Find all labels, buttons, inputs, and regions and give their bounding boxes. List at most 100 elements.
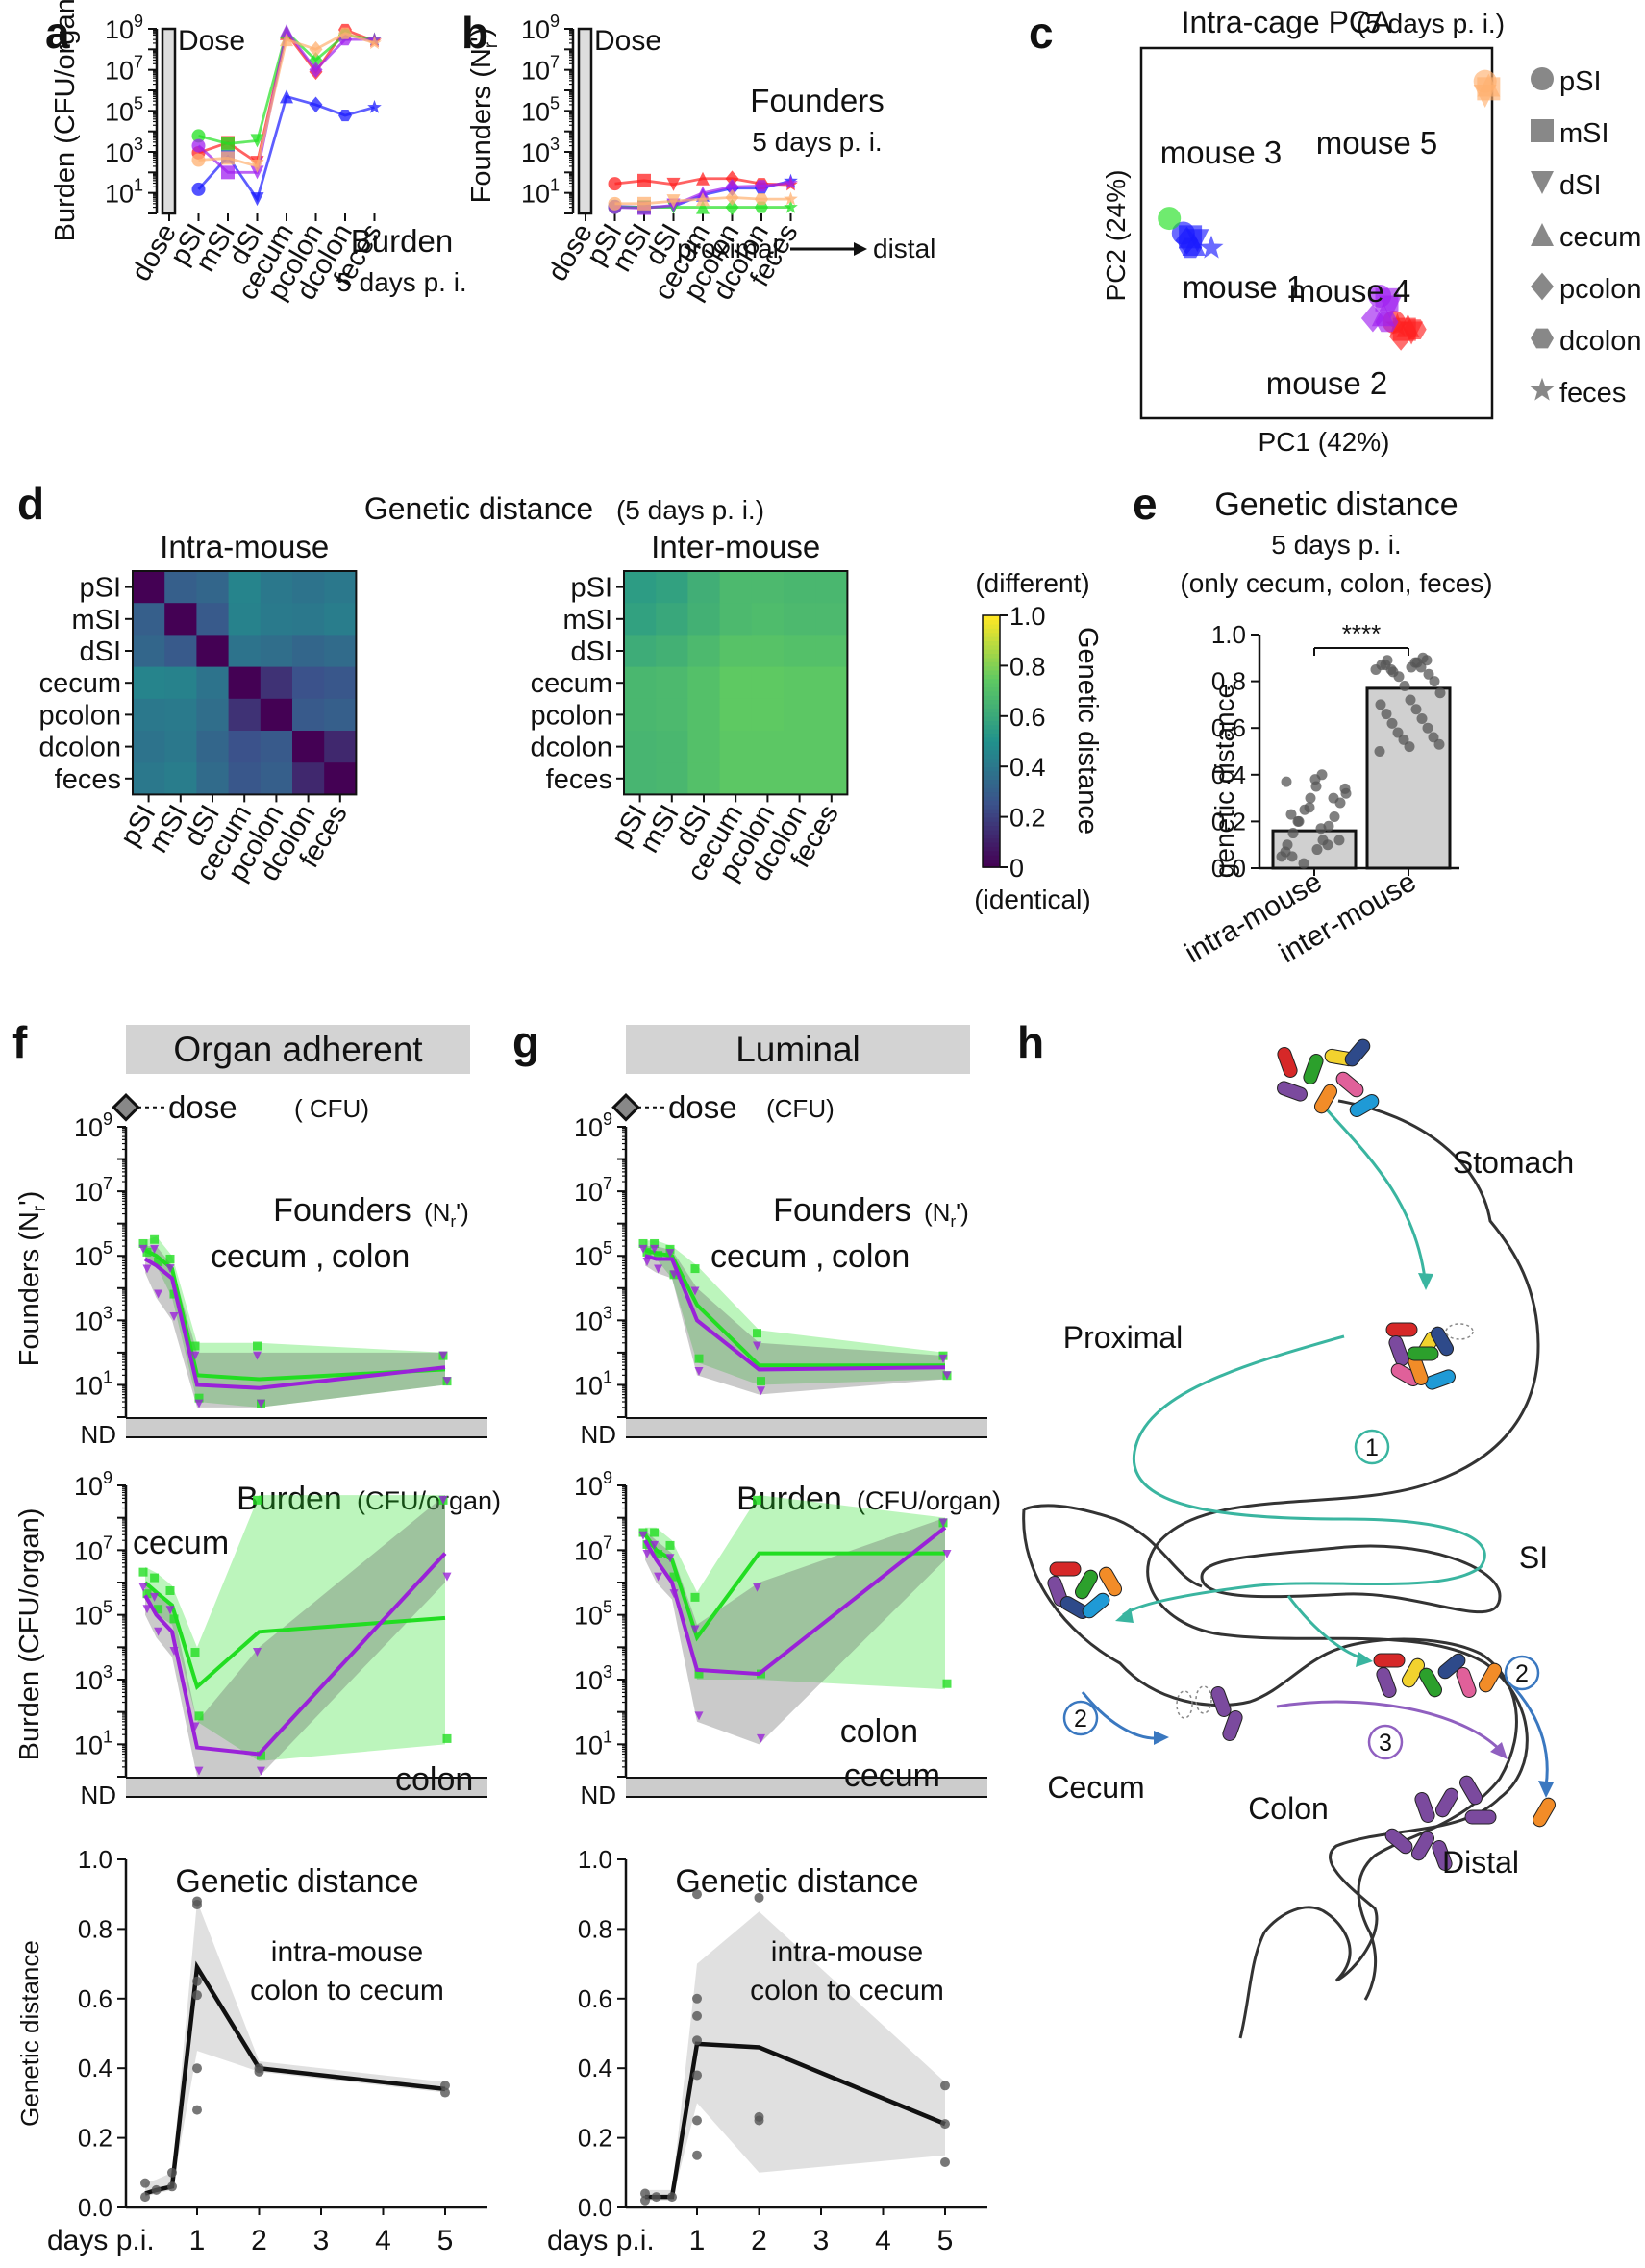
- legend-label: feces: [1559, 378, 1626, 409]
- heatmap-cell: [292, 762, 325, 795]
- replicate-point: [192, 2105, 202, 2115]
- colorbar-segment: [983, 846, 1000, 852]
- colorbar-segment: [983, 724, 1000, 730]
- gd-x-tick-label: 2: [251, 2225, 267, 2256]
- legend-marker: [1531, 328, 1554, 349]
- replicate-point: [642, 1550, 652, 1559]
- burden-tick-label: 101: [74, 1727, 112, 1759]
- data-point: [221, 137, 235, 151]
- data-point: [666, 177, 681, 191]
- colorbar-segment: [983, 728, 1000, 735]
- confidence-band: [645, 1911, 945, 2201]
- bacterium: [1435, 1787, 1458, 1818]
- colorbar-segment: [983, 841, 1000, 847]
- heatmap-cell: [324, 762, 357, 795]
- colorbar-segment: [983, 665, 1000, 671]
- replicate-point: [753, 1583, 761, 1592]
- heatmap-cell: [815, 603, 848, 636]
- colorbar-segment: [983, 812, 1000, 818]
- data-point: [280, 24, 293, 38]
- heatmap-cell: [815, 762, 848, 795]
- bacterium: [1425, 1369, 1456, 1390]
- replicate-point: [142, 1247, 152, 1257]
- founders-title: Founders: [773, 1192, 911, 1229]
- panel-a-tick-label: 109: [105, 12, 143, 44]
- nd-label: ND: [80, 1420, 116, 1449]
- replicate-point: [138, 1244, 148, 1254]
- heatmap-cell: [324, 731, 357, 763]
- replicate-point: [257, 1751, 265, 1760]
- flow-arrowhead: [1418, 1273, 1433, 1290]
- colorbar-frame: [982, 614, 1001, 868]
- burden-tick-label: 103: [74, 1662, 112, 1695]
- bacterium: [1437, 1653, 1466, 1680]
- colorbar-segment: [983, 623, 1000, 629]
- heatmap-cell: [324, 635, 357, 668]
- colorbar-segment: [983, 699, 1000, 705]
- bacterium: [1456, 1667, 1477, 1698]
- bacterium: [1314, 1084, 1337, 1114]
- heatmap-row-label: feces: [546, 764, 612, 795]
- legend-label: dcolon: [1559, 326, 1641, 357]
- gd-tick-label: 0.6: [578, 1984, 612, 2013]
- replicate-point: [257, 1399, 265, 1408]
- heatmap-row-label: feces: [55, 764, 121, 795]
- panel-b-tick-label: 107: [521, 53, 560, 86]
- heatmap-cell: [624, 571, 657, 604]
- legend-label: pcolon: [1559, 274, 1641, 305]
- data-point: [637, 173, 651, 187]
- bar-point: [1285, 809, 1297, 820]
- heatmap-cell: [656, 635, 688, 668]
- confidence-band: [145, 1246, 445, 1408]
- bar-point: [1423, 668, 1434, 680]
- step-number: 2: [1074, 1706, 1087, 1732]
- data-point: [191, 153, 206, 167]
- pca-series: [1382, 310, 1427, 351]
- heatmap-inter-title: Inter-mouse: [651, 529, 820, 564]
- bar-point: [1433, 738, 1445, 750]
- bar-point: [1311, 844, 1323, 856]
- heatmap-cell: [133, 762, 165, 795]
- colorbar-segment: [983, 749, 1000, 755]
- heatmap-cell: [656, 571, 688, 604]
- colorbar-segment: [983, 640, 1000, 646]
- replicate-point: [254, 2066, 264, 2077]
- colorbar-segment: [983, 678, 1000, 684]
- replicate-point: [150, 1244, 160, 1254]
- colorbar-segment: [983, 766, 1000, 772]
- heatmap-cell: [164, 731, 197, 763]
- flow-arrowhead: [1115, 1608, 1134, 1623]
- bar-title: Genetic distance: [1214, 486, 1458, 523]
- bar-point: [1339, 783, 1351, 794]
- nd-band: [626, 1778, 987, 1797]
- heatmap-cell: [751, 635, 785, 668]
- bar-point: [1415, 661, 1427, 673]
- bacterium: [1411, 1831, 1434, 1861]
- heatmap-title-note: (5 days p. i.): [616, 495, 764, 525]
- burden-tick-label: 101: [574, 1727, 612, 1759]
- dose-bar: [577, 27, 593, 215]
- replicate-point: [942, 1679, 952, 1688]
- label-stomach: Stomach: [1453, 1145, 1574, 1180]
- heatmap-cell: [228, 698, 262, 732]
- heatmap-cell: [164, 635, 197, 668]
- bacterium: [1464, 1809, 1497, 1825]
- gd-tick-label: 0.2: [578, 2124, 612, 2153]
- data-point: [725, 170, 739, 187]
- bacterium: [1277, 1081, 1308, 1102]
- founders-ylabel: Founders (Nr'): [14, 1191, 50, 1367]
- pca-series: [1171, 221, 1224, 259]
- replicate-point: [140, 2178, 150, 2188]
- heatmap-cell: [815, 666, 848, 700]
- burden-tick-label: 105: [74, 1598, 112, 1631]
- mouse-label: mouse 5: [1316, 125, 1438, 161]
- panel-b: b101103105107109DosedosepSImSIdSIcecumpc…: [461, 8, 935, 306]
- heatmap-cell: [196, 603, 230, 636]
- heatmap-cell: [196, 698, 230, 732]
- legend-label: cecum: [1559, 222, 1641, 253]
- heatmap-cell: [815, 635, 848, 668]
- replicate-point: [167, 2181, 177, 2192]
- heatmap-cell: [751, 731, 785, 763]
- bacterium: [1075, 1569, 1098, 1600]
